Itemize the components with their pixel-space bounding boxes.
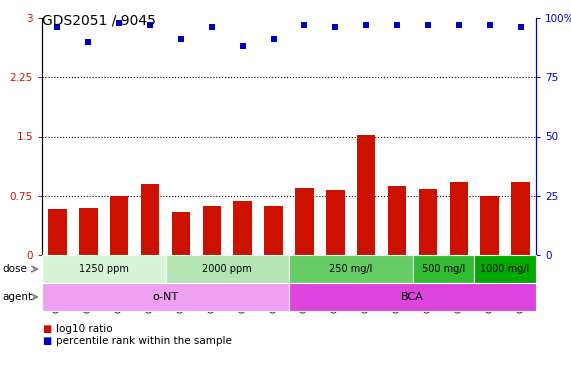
Bar xyxy=(295,188,313,255)
Text: percentile rank within the sample: percentile rank within the sample xyxy=(57,336,232,346)
Text: 500 mg/l: 500 mg/l xyxy=(422,264,465,274)
Bar xyxy=(141,184,159,255)
Bar xyxy=(48,209,67,255)
Bar xyxy=(264,206,283,255)
Text: BCA: BCA xyxy=(401,292,424,302)
Bar xyxy=(110,196,128,255)
Bar xyxy=(449,182,468,255)
Bar xyxy=(412,255,475,283)
Text: 250 mg/l: 250 mg/l xyxy=(329,264,372,274)
Bar xyxy=(480,196,499,255)
Bar xyxy=(419,189,437,255)
Text: o-NT: o-NT xyxy=(152,292,179,302)
Bar xyxy=(289,283,536,311)
Bar xyxy=(234,201,252,255)
Text: dose: dose xyxy=(3,264,28,274)
Bar xyxy=(42,255,166,283)
Bar xyxy=(203,206,221,255)
Bar xyxy=(172,212,190,255)
Bar xyxy=(79,208,98,255)
Bar xyxy=(166,255,289,283)
Text: 1250 ppm: 1250 ppm xyxy=(79,264,128,274)
Text: log10 ratio: log10 ratio xyxy=(57,324,113,334)
Text: 1000 mg/l: 1000 mg/l xyxy=(481,264,530,274)
Text: ■: ■ xyxy=(42,324,51,334)
Bar xyxy=(511,182,530,255)
Text: agent: agent xyxy=(3,292,33,302)
Bar xyxy=(289,255,412,283)
Bar xyxy=(326,190,344,255)
Bar xyxy=(42,283,289,311)
Bar xyxy=(357,135,376,255)
Bar xyxy=(388,186,407,255)
Text: 2000 ppm: 2000 ppm xyxy=(202,264,252,274)
Bar xyxy=(475,255,536,283)
Text: GDS2051 / 9045: GDS2051 / 9045 xyxy=(42,14,156,28)
Text: ■: ■ xyxy=(42,336,51,346)
